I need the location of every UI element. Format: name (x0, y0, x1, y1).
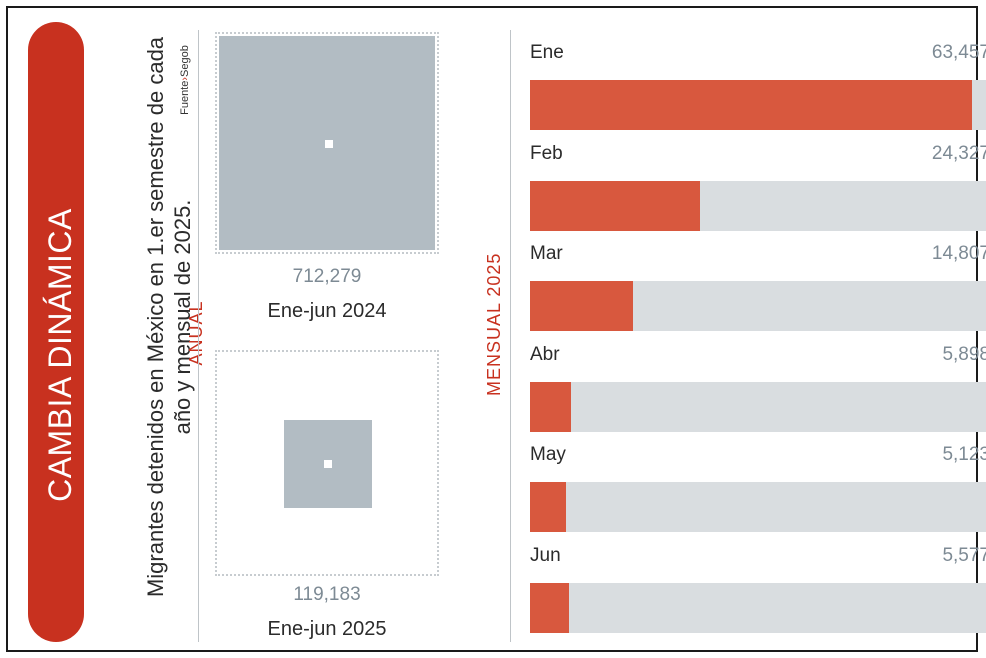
column-divider (510, 30, 511, 642)
annual-section-label: ANUAL (186, 300, 206, 366)
month-label: Feb (530, 142, 563, 164)
month-label: May (530, 444, 566, 465)
month-value-label: 5,898 (942, 343, 986, 365)
bar-feb (530, 180, 700, 231)
month-value-label: 5,123 (942, 444, 986, 465)
annual-box-2024 (215, 32, 439, 254)
month-value-label: 63,457 (931, 42, 986, 63)
bar-mar (530, 281, 634, 331)
bar-ene (530, 80, 973, 130)
annual-period-2025: Ene-jun 2025 (267, 618, 387, 640)
month-label: Ene (530, 42, 564, 63)
month-row-feb: Feb 24,327 (530, 143, 986, 243)
source-value: Segob (179, 45, 191, 77)
month-row-mar: Mar 14,807 (530, 243, 986, 343)
infographic-title: CAMBIA DINÁMICA (42, 208, 78, 502)
bar-track (530, 180, 986, 231)
month-value-label: 14,807 (931, 243, 986, 264)
month-label: Mar (530, 243, 563, 264)
month-row-abr: Abr 5,898 (530, 344, 986, 444)
month-row-ene: Ene 63,457 (530, 42, 986, 142)
month-row-may: May 5,123 (530, 444, 986, 544)
bar-jun (530, 582, 569, 633)
bar-may (530, 482, 566, 532)
monthly-bar-chart: Ene 63,457 Feb 24,327 Mar 14,807 Abr 5,898 May 5,… (530, 42, 986, 642)
source-separator: › (179, 76, 191, 81)
title-banner (28, 22, 84, 642)
bar-track (530, 381, 986, 432)
source-label: Fuente (179, 80, 191, 115)
bar-track (530, 281, 986, 331)
bar-track (530, 482, 986, 532)
source-note: Fuente›Segob (177, 25, 193, 135)
month-value-label: 5,577 (942, 544, 986, 566)
annual-value-2024: 712,279 (292, 266, 362, 287)
bar-track (530, 582, 986, 633)
month-label: Abr (530, 343, 560, 365)
month-label: Jun (530, 544, 561, 566)
infographic-frame: CAMBIA DINÁMICA Migrantes detenidos en M… (6, 6, 986, 652)
annual-box-2025 (215, 350, 439, 576)
column-divider (198, 30, 199, 642)
month-row-jun: Jun 5,577 (530, 545, 986, 645)
center-marker (324, 460, 332, 468)
annual-period-2024: Ene-jun 2024 (267, 300, 387, 322)
bar-track (530, 80, 986, 130)
monthly-section-label: MENSUAL 2025 (484, 252, 504, 396)
month-value-label: 24,327 (931, 142, 986, 164)
bar-abr (530, 381, 572, 432)
center-marker (325, 140, 333, 148)
annual-value-2025: 119,183 (293, 584, 361, 605)
